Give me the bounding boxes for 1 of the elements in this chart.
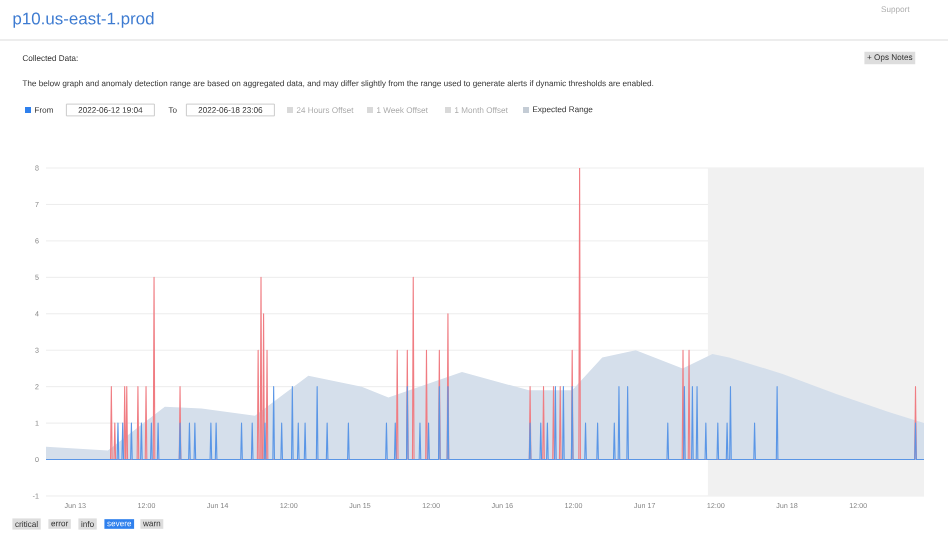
- chart-title: p10.us-east-1.prod: [13, 12, 154, 28]
